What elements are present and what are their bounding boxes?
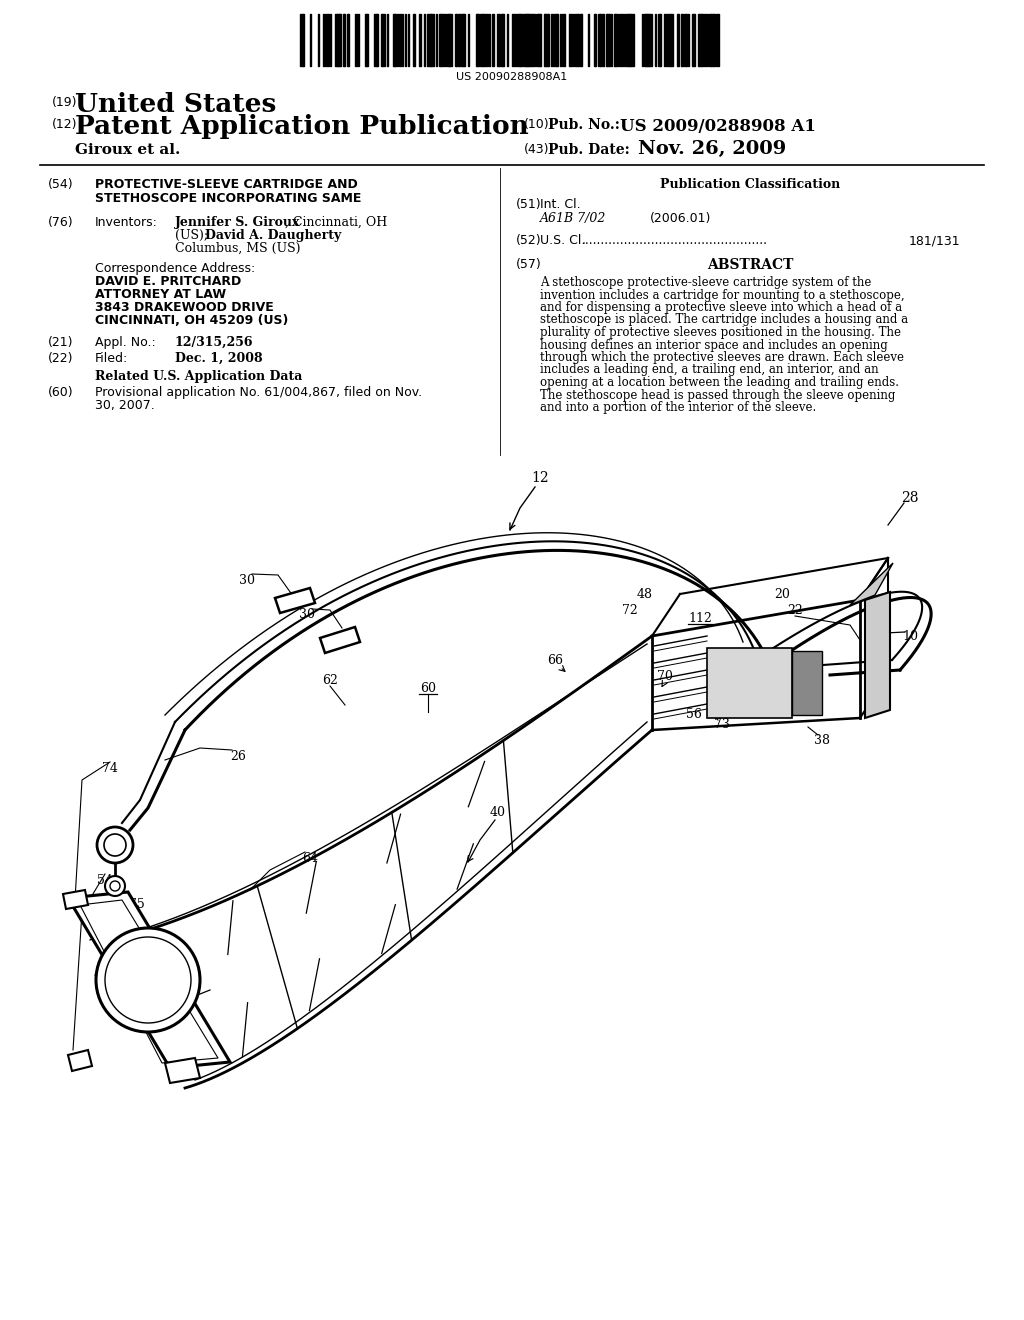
Text: ABSTRACT: ABSTRACT — [707, 257, 794, 272]
Text: United States: United States — [75, 92, 276, 117]
Polygon shape — [792, 651, 822, 715]
Text: Pub. No.:: Pub. No.: — [548, 117, 620, 132]
Text: 22: 22 — [787, 603, 803, 616]
Text: 12: 12 — [531, 471, 549, 484]
Text: (52): (52) — [516, 234, 542, 247]
Text: 18: 18 — [864, 609, 880, 622]
Text: Dec. 1, 2008: Dec. 1, 2008 — [175, 352, 262, 366]
Text: 72: 72 — [623, 603, 638, 616]
Text: 54: 54 — [97, 874, 113, 887]
Text: Patent Application Publication: Patent Application Publication — [75, 114, 528, 139]
Text: Giroux et al.: Giroux et al. — [75, 143, 180, 157]
Polygon shape — [319, 627, 360, 653]
Text: (19): (19) — [52, 96, 78, 110]
Text: 64: 64 — [302, 851, 318, 865]
Text: and for dispensing a protective sleeve into which a head of a: and for dispensing a protective sleeve i… — [540, 301, 902, 314]
Text: CINCINNATI, OH 45209 (US): CINCINNATI, OH 45209 (US) — [95, 314, 289, 327]
Text: , Cincinnati, OH: , Cincinnati, OH — [285, 216, 387, 228]
Text: 40: 40 — [490, 805, 506, 818]
Text: 75: 75 — [129, 898, 144, 911]
Text: (54): (54) — [48, 178, 74, 191]
Text: 28: 28 — [901, 491, 919, 506]
Text: 20: 20 — [774, 587, 790, 601]
Text: 66: 66 — [547, 653, 563, 667]
Text: Nov. 26, 2009: Nov. 26, 2009 — [638, 140, 786, 158]
Text: (51): (51) — [516, 198, 542, 211]
Polygon shape — [63, 890, 88, 909]
Text: (57): (57) — [516, 257, 542, 271]
Text: David A. Daugherty: David A. Daugherty — [205, 228, 341, 242]
Text: Filed:: Filed: — [95, 352, 128, 366]
Polygon shape — [68, 1049, 92, 1071]
Text: plurality of protective sleeves positioned in the housing. The: plurality of protective sleeves position… — [540, 326, 901, 339]
Text: (22): (22) — [48, 352, 74, 366]
Circle shape — [105, 876, 125, 896]
Polygon shape — [707, 648, 792, 718]
Text: (US);: (US); — [175, 228, 212, 242]
Text: Inventors:: Inventors: — [95, 216, 158, 228]
Text: Publication Classification: Publication Classification — [659, 178, 840, 191]
Circle shape — [104, 834, 126, 855]
Text: invention includes a cartridge for mounting to a stethoscope,: invention includes a cartridge for mount… — [540, 289, 904, 301]
Circle shape — [97, 828, 133, 863]
Text: 12/315,256: 12/315,256 — [175, 337, 254, 348]
Text: 56: 56 — [686, 708, 701, 721]
Polygon shape — [68, 892, 230, 1068]
Polygon shape — [850, 564, 893, 605]
Text: 181/131: 181/131 — [908, 234, 961, 247]
Text: 112: 112 — [688, 611, 712, 624]
Text: 62: 62 — [323, 673, 338, 686]
Text: A stethoscope protective-sleeve cartridge system of the: A stethoscope protective-sleeve cartridg… — [540, 276, 871, 289]
Text: Jennifer S. Giroux: Jennifer S. Giroux — [175, 216, 300, 228]
Polygon shape — [865, 591, 890, 718]
Text: U.S. Cl.: U.S. Cl. — [540, 234, 586, 247]
Text: US 2009/0288908 A1: US 2009/0288908 A1 — [620, 117, 816, 135]
Text: 48: 48 — [637, 587, 653, 601]
Text: ................................................: ........................................… — [582, 234, 768, 247]
Text: ATTORNEY AT LAW: ATTORNEY AT LAW — [95, 288, 226, 301]
Text: Columbus, MS (US): Columbus, MS (US) — [175, 242, 300, 255]
Text: (2006.01): (2006.01) — [650, 213, 712, 224]
Text: Appl. No.:: Appl. No.: — [95, 337, 156, 348]
Text: 73: 73 — [714, 718, 730, 731]
Text: STETHOSCOPE INCORPORATING SAME: STETHOSCOPE INCORPORATING SAME — [95, 191, 361, 205]
Text: includes a leading end, a trailing end, an interior, and an: includes a leading end, a trailing end, … — [540, 363, 879, 376]
Text: (10): (10) — [524, 117, 550, 131]
Text: 3843 DRAKEWOOD DRIVE: 3843 DRAKEWOOD DRIVE — [95, 301, 273, 314]
Text: 26: 26 — [230, 750, 246, 763]
Text: through which the protective sleeves are drawn. Each sleeve: through which the protective sleeves are… — [540, 351, 904, 364]
Text: Provisional application No. 61/004,867, filed on Nov.: Provisional application No. 61/004,867, … — [95, 385, 422, 399]
Text: Related U.S. Application Data: Related U.S. Application Data — [95, 370, 302, 383]
Text: (76): (76) — [48, 216, 74, 228]
Text: 70: 70 — [657, 671, 673, 684]
Text: opening at a location between the leading and trailing ends.: opening at a location between the leadin… — [540, 376, 899, 389]
Text: 10: 10 — [902, 630, 918, 643]
Text: 30: 30 — [239, 573, 255, 586]
Text: (12): (12) — [52, 117, 78, 131]
Text: 38: 38 — [814, 734, 830, 747]
Text: 74: 74 — [102, 762, 118, 775]
Text: DAVID E. PRITCHARD: DAVID E. PRITCHARD — [95, 275, 242, 288]
Text: PROTECTIVE-SLEEVE CARTRIDGE AND: PROTECTIVE-SLEEVE CARTRIDGE AND — [95, 178, 357, 191]
Text: (21): (21) — [48, 337, 74, 348]
Text: and into a portion of the interior of the sleeve.: and into a portion of the interior of th… — [540, 401, 816, 414]
Text: (60): (60) — [48, 385, 74, 399]
Text: 30: 30 — [299, 609, 315, 622]
Text: 60: 60 — [420, 681, 436, 694]
Text: stethoscope is placed. The cartridge includes a housing and a: stethoscope is placed. The cartridge inc… — [540, 314, 908, 326]
Circle shape — [105, 937, 191, 1023]
Text: Int. Cl.: Int. Cl. — [540, 198, 581, 211]
Text: The stethoscope head is passed through the sleeve opening: The stethoscope head is passed through t… — [540, 388, 895, 401]
Text: housing defines an interior space and includes an opening: housing defines an interior space and in… — [540, 338, 888, 351]
Text: 30, 2007.: 30, 2007. — [95, 399, 155, 412]
Text: (43): (43) — [524, 143, 550, 156]
Polygon shape — [165, 1059, 200, 1082]
Text: Pub. Date:: Pub. Date: — [548, 143, 630, 157]
Polygon shape — [275, 587, 315, 612]
Circle shape — [96, 928, 200, 1032]
Circle shape — [110, 880, 120, 891]
Text: US 20090288908A1: US 20090288908A1 — [457, 73, 567, 82]
Text: Correspondence Address:: Correspondence Address: — [95, 261, 255, 275]
Text: A61B 7/02: A61B 7/02 — [540, 213, 606, 224]
